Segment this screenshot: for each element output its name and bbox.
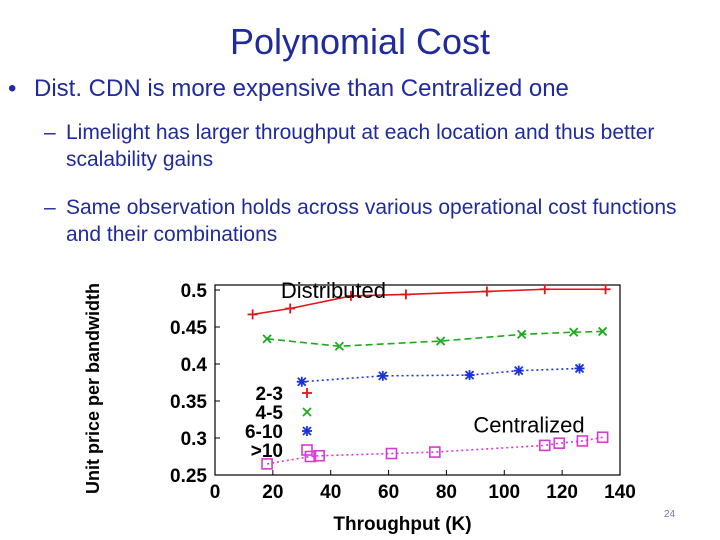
x-axis-label: Throughput (K) <box>333 514 471 535</box>
annotation-distributed: Distributed <box>281 278 386 303</box>
legend-label: 4-5 <box>256 403 284 424</box>
x-tick-label: 140 <box>604 482 636 503</box>
data-point <box>600 284 611 295</box>
x-tick-label: 20 <box>262 482 283 503</box>
annotation-centralized: Centralized <box>473 413 584 438</box>
data-point <box>538 439 551 452</box>
legend-marker <box>302 426 312 436</box>
data-point <box>296 376 307 387</box>
throughput-price-chart: 0 20 40 60 80 100 120 140 0.5 0.45 0.4 0.35 0.3 0.25 T… <box>83 278 636 535</box>
x-tick-label: 120 <box>546 482 578 503</box>
data-point <box>539 284 550 295</box>
data-point-stroke <box>304 450 317 463</box>
data-point <box>553 437 566 449</box>
main-bullet-text: Dist. CDN is more expensive than Central… <box>34 75 569 102</box>
x-tick-label: 100 <box>488 482 520 503</box>
legend-marker <box>302 407 312 417</box>
series-line-45 <box>266 330 603 348</box>
legend-label: >10 <box>251 441 283 462</box>
data-point-stroke <box>538 439 551 452</box>
data-point-stroke <box>262 334 272 344</box>
data-point-stroke <box>517 329 527 340</box>
data-point <box>400 289 411 300</box>
y-tick-label: 0.35 <box>170 392 207 413</box>
data-point-stroke <box>429 446 441 458</box>
data-point-stroke <box>574 363 585 374</box>
data-point-stroke <box>576 435 589 447</box>
y-tick-label: 0.45 <box>170 318 207 339</box>
data-point <box>345 290 356 301</box>
data-point <box>262 334 272 344</box>
data-point-stroke <box>553 437 566 449</box>
data-point <box>247 309 258 320</box>
sub-bullet-text: Limelight has larger throughput at each … <box>66 121 655 172</box>
data-point-stroke <box>514 366 524 376</box>
data-point-stroke <box>464 370 475 380</box>
x-tick-label: 40 <box>320 482 341 503</box>
data-point-stroke <box>261 458 273 470</box>
data-point-stroke <box>385 447 398 460</box>
x-tick-label: 80 <box>436 482 457 503</box>
data-point-stroke <box>297 377 307 387</box>
legend-marker-stroke <box>302 426 312 436</box>
sub-bullet-dash: – <box>44 196 56 219</box>
x-tick-label: 0 <box>210 482 221 503</box>
x-tick-label: 60 <box>378 482 399 503</box>
data-point <box>574 363 585 374</box>
bullet-dot: • <box>8 75 17 102</box>
data-point <box>285 303 296 314</box>
data-point <box>481 286 492 297</box>
data-point <box>429 446 441 458</box>
data-point <box>377 370 388 381</box>
data-point <box>464 370 475 381</box>
legend-label: 2-3 <box>256 384 283 405</box>
data-point-stroke <box>378 371 388 381</box>
data-point-stroke <box>598 326 608 337</box>
main-bullet: • Dist. CDN is more expensive than Centra… <box>8 74 708 104</box>
data-point <box>436 336 446 346</box>
data-point <box>596 431 609 444</box>
y-axis-label: Unit price per bandwidth <box>83 283 103 494</box>
legend-marker-stroke <box>301 444 313 456</box>
data-point-stroke <box>334 341 345 351</box>
sub-bullet-text: Same observation holds across various op… <box>66 196 677 247</box>
legend-marker <box>302 388 312 398</box>
data-point <box>576 435 589 447</box>
data-point-stroke <box>436 336 446 346</box>
data-point <box>334 341 345 351</box>
series-line-610 <box>301 367 580 383</box>
sub-bullet-dash: – <box>44 121 56 144</box>
data-point <box>385 447 398 460</box>
data-point-stroke <box>569 327 579 337</box>
data-point <box>304 450 317 463</box>
sub-bullet-1: – Limelight has larger throughput at eac… <box>44 119 704 174</box>
data-point <box>517 329 527 340</box>
y-tick-label: 0.25 <box>170 466 207 487</box>
y-tick-label: 0.4 <box>181 355 208 376</box>
legend-label: 6-10 <box>245 422 283 443</box>
legend-marker-stroke <box>302 407 312 417</box>
sub-bullet-2: – Same observation holds across various … <box>44 194 704 249</box>
plot-frame <box>214 284 621 476</box>
data-point <box>313 449 325 462</box>
y-tick-label: 0.3 <box>181 429 207 450</box>
data-point-stroke <box>596 431 609 444</box>
data-point <box>569 327 579 337</box>
page-number: 24 <box>664 509 676 520</box>
legend-marker <box>301 444 313 456</box>
data-point <box>598 326 608 337</box>
data-point <box>513 365 524 376</box>
slide-title: Polynomial Cost <box>229 21 491 62</box>
data-point-stroke <box>313 449 325 462</box>
y-tick-label: 0.5 <box>181 281 208 302</box>
data-point <box>261 458 273 470</box>
